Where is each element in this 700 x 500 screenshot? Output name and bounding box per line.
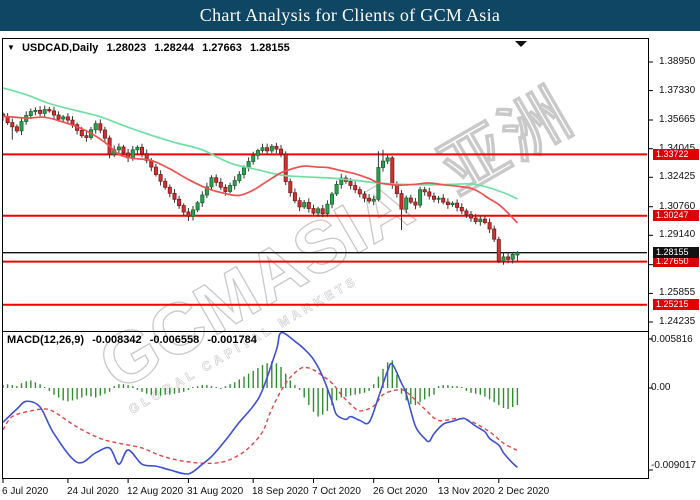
price-tick-label: 1.30760 [659, 201, 696, 212]
macd-indicator-panel[interactable] [2, 331, 649, 479]
high-value: 1.28244 [154, 42, 195, 54]
chart-header: ▼ USDCAD,Daily 1.28023 1.28244 1.27663 1… [7, 42, 290, 54]
date-tick-label: 24 Jul 2020 [67, 486, 119, 497]
price-tick-label: 1.38950 [659, 56, 696, 67]
price-tick-label: 1.24235 [659, 316, 696, 327]
price-level-badge: 1.30247 [653, 210, 699, 221]
close-value: 1.28155 [249, 42, 290, 54]
title-bar: Chart Analysis for Clients of GCM Asia [0, 0, 700, 31]
price-tick-label: 1.29140 [659, 229, 696, 240]
macd-signal-value: -0.006558 [149, 334, 200, 346]
date-tick-label: 2 Dec 2020 [498, 486, 550, 497]
macd-tick-label: -0.009017 [651, 460, 697, 471]
symbol-label: USDCAD,Daily [21, 42, 99, 54]
price-tick-label: 1.35665 [659, 114, 696, 125]
macd-label: MACD(12,26,9) [7, 334, 85, 346]
symbol-dropdown-icon[interactable]: ▼ [7, 43, 15, 52]
price-level-badge: 1.33722 [653, 149, 699, 160]
macd-main-value: -0.008342 [92, 334, 142, 346]
price-tick-label: 1.25855 [659, 287, 696, 298]
page-title: Chart Analysis for Clients of GCM Asia [199, 5, 501, 25]
macd-tick-label: 0.005816 [651, 334, 693, 345]
price-level-badge: 1.27650 [653, 256, 699, 267]
macd-tick-label: 0.00 [651, 382, 671, 393]
macd-header: MACD(12,26,9) -0.008342 -0.006558 -0.001… [7, 334, 257, 346]
price-chart-panel[interactable] [2, 38, 649, 332]
current-price-badge: 1.28155 [653, 247, 699, 258]
price-tick-label: 1.37330 [659, 85, 696, 96]
date-tick-label: 18 Sep 2020 [252, 486, 309, 497]
date-tick-label: 13 Nov 2020 [438, 486, 495, 497]
price-tick-label: 1.32425 [659, 171, 696, 182]
date-tick-label: 7 Oct 2020 [312, 486, 361, 497]
date-tick-label: 26 Oct 2020 [373, 486, 428, 497]
open-value: 1.28023 [106, 42, 147, 54]
low-value: 1.27663 [202, 42, 242, 54]
price-tick-label: 1.34045 [659, 143, 695, 154]
date-tick-label: 12 Aug 2020 [127, 486, 184, 497]
macd-hist-value: -0.001784 [207, 334, 257, 346]
date-tick-label: 6 Jul 2020 [2, 486, 49, 497]
date-tick-label: 31 Aug 2020 [187, 486, 244, 497]
price-level-badge: 1.25215 [653, 299, 699, 310]
